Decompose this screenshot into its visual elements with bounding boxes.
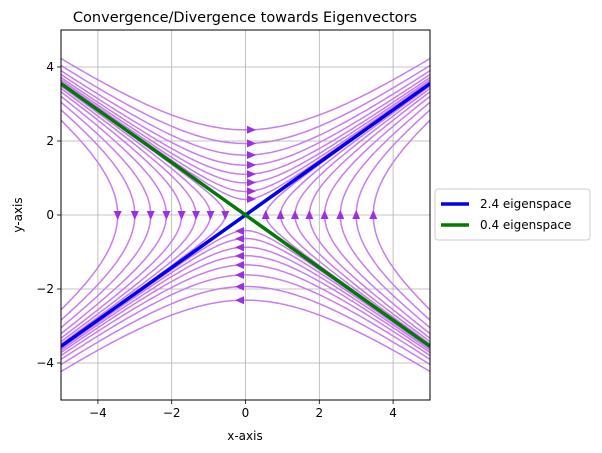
stream-arrow bbox=[261, 210, 270, 219]
stream-arrow bbox=[235, 251, 244, 260]
stream-arrow bbox=[247, 170, 256, 179]
stream-arrow bbox=[206, 211, 215, 220]
x-tick-label: 0 bbox=[242, 406, 250, 420]
stream-arrow bbox=[162, 211, 171, 220]
legend-label-2.4: 2.4 eigenspace bbox=[480, 197, 571, 211]
x-tick-label: −4 bbox=[89, 406, 107, 420]
stream-arrow bbox=[235, 227, 244, 235]
stream-arrow bbox=[305, 210, 314, 219]
y-tick-label: 4 bbox=[46, 60, 54, 74]
streamline-top bbox=[61, 78, 430, 184]
stream-arrow bbox=[352, 210, 361, 219]
stream-arrow bbox=[247, 187, 256, 196]
stream-arrow bbox=[247, 139, 256, 148]
stream-arrow bbox=[146, 211, 155, 220]
x-tick-label: −2 bbox=[163, 406, 181, 420]
stream-arrow bbox=[113, 211, 122, 220]
streamline-top bbox=[61, 69, 430, 156]
stream-arrow bbox=[221, 211, 230, 220]
stream-arrow bbox=[336, 210, 345, 219]
stream-arrow bbox=[235, 282, 244, 291]
stream-arrow bbox=[235, 296, 244, 305]
eigenspace-line-1 bbox=[61, 82, 430, 348]
stream-arrow bbox=[247, 195, 256, 203]
x-axis-label: x-axis bbox=[227, 429, 262, 443]
eigenspace-lines bbox=[61, 82, 430, 348]
stream-arrow bbox=[247, 125, 256, 134]
stream-arrow bbox=[235, 243, 244, 252]
streamline-top bbox=[61, 57, 430, 131]
legend-label-0.4: 0.4 eigenspace bbox=[480, 218, 571, 232]
legend: 2.4 eigenspace 0.4 eigenspace bbox=[434, 188, 591, 241]
stream-arrow bbox=[320, 210, 329, 219]
stream-arrow bbox=[369, 210, 378, 219]
stream-arrow bbox=[192, 211, 200, 220]
chart-title: Convergence/Divergence towards Eigenvect… bbox=[73, 10, 417, 26]
y-axis-label: y-axis bbox=[11, 197, 25, 232]
stream-arrow bbox=[247, 151, 256, 159]
y-tick-label: 0 bbox=[46, 208, 54, 222]
streamline-top bbox=[61, 80, 430, 193]
stream-arrows bbox=[113, 125, 378, 305]
streamline-top bbox=[61, 73, 430, 166]
y-tick-label: −2 bbox=[36, 282, 54, 296]
x-axis-ticks: −4 −2 0 2 4 bbox=[89, 400, 397, 420]
streamline-top bbox=[61, 64, 430, 145]
x-tick-label: 2 bbox=[315, 406, 323, 420]
stream-arrow bbox=[247, 178, 256, 187]
stream-arrow bbox=[130, 211, 139, 220]
stream-arrow bbox=[247, 161, 256, 169]
stream-arrow bbox=[276, 210, 285, 219]
x-tick-label: 4 bbox=[389, 406, 397, 420]
y-tick-label: −4 bbox=[36, 356, 54, 370]
y-tick-label: 2 bbox=[46, 134, 54, 148]
stream-arrow bbox=[235, 261, 244, 269]
stream-arrow bbox=[235, 234, 244, 243]
stream-arrow bbox=[235, 271, 244, 279]
streamline-top bbox=[61, 76, 430, 176]
stream-arrow bbox=[291, 210, 299, 219]
stream-arrow bbox=[177, 211, 186, 220]
y-axis-ticks: −4 −2 0 2 4 bbox=[36, 60, 61, 370]
legend-box bbox=[434, 188, 591, 241]
